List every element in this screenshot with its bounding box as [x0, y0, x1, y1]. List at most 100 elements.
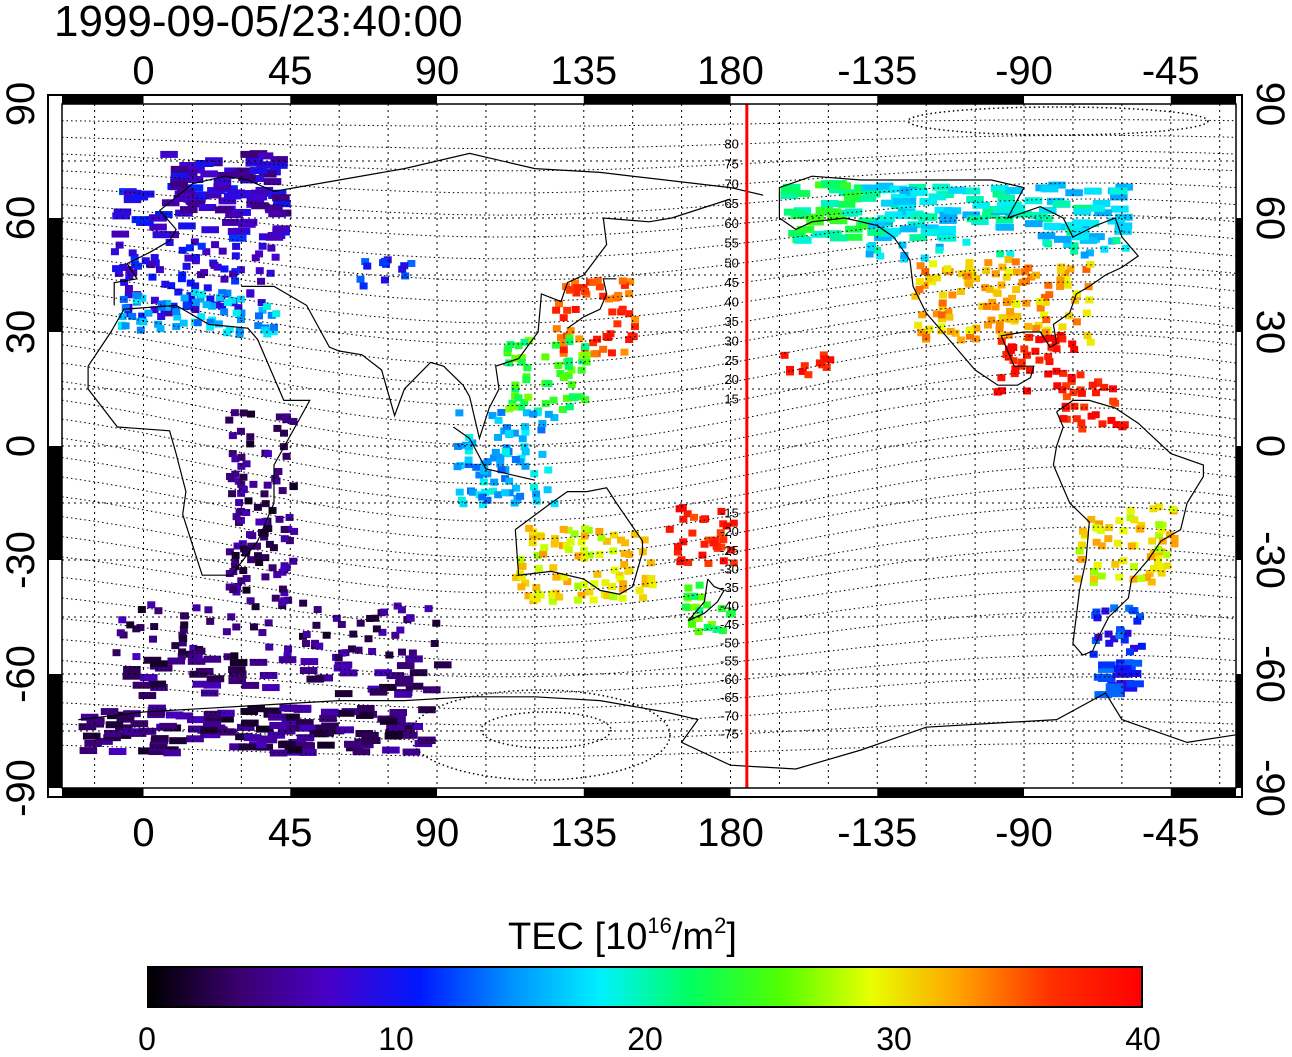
tec-cell: [635, 586, 644, 594]
tec-cell: [599, 345, 608, 353]
tec-cell: [147, 601, 156, 609]
tec-cell: [200, 170, 218, 178]
tec-cell: [1061, 269, 1070, 277]
tec-cell: [997, 194, 1016, 202]
tec-cell: [213, 263, 222, 271]
tec-cell: [1126, 507, 1135, 515]
tec-cell: [338, 649, 347, 657]
timestamp-title: 1999-09-05/23:40:00: [54, 0, 463, 46]
tec-cell: [214, 320, 223, 328]
tec-cell: [602, 537, 611, 545]
tec-cell: [455, 409, 464, 417]
tec-cell: [130, 253, 139, 261]
tec-cell: [938, 311, 947, 319]
tec-cell: [313, 606, 322, 614]
tec-cell: [131, 216, 150, 224]
tec-cell: [575, 335, 584, 343]
tec-cell: [337, 620, 346, 628]
tec-cell: [203, 655, 222, 663]
tec-cell: [609, 547, 618, 555]
tec-cell: [1166, 531, 1175, 539]
tec-cell: [457, 496, 466, 504]
tec-cell: [232, 242, 241, 250]
tec-cell: [178, 648, 187, 656]
tec-cell: [898, 241, 907, 249]
tec-cell: [217, 709, 235, 717]
tec-cell: [161, 199, 180, 207]
tec-cell: [683, 592, 692, 600]
tec-cell: [356, 619, 365, 627]
tec-cell: [856, 222, 874, 230]
tec-cell: [223, 299, 232, 307]
tec-cell: [1108, 237, 1117, 245]
tec-cell: [1155, 563, 1164, 571]
tec-cell: [347, 645, 356, 653]
tec-cell: [241, 719, 259, 727]
tec-cell: [550, 414, 559, 422]
tec-cell: [1044, 353, 1053, 361]
lat-tick-right: -30: [1248, 531, 1292, 589]
tec-cell: [228, 296, 237, 304]
coastline-segment: [452, 426, 536, 481]
tec-cell: [228, 432, 237, 440]
mlat-label: 15: [724, 392, 738, 407]
tec-cell: [188, 725, 206, 733]
tec-cell: [511, 354, 520, 362]
tec-cell: [259, 736, 278, 744]
tec-cell: [284, 645, 293, 653]
tec-cell: [306, 675, 325, 683]
tec-cell: [995, 320, 1004, 328]
tec-cell: [309, 730, 328, 738]
tec-cell: [150, 254, 159, 262]
tec-cell: [122, 672, 141, 680]
tec-cell: [282, 713, 300, 721]
tec-cell: [379, 717, 398, 725]
tec-cell: [1011, 365, 1020, 373]
tec-cell: [187, 657, 206, 665]
tec-cell: [1041, 298, 1050, 306]
tec-cell: [1126, 648, 1135, 656]
tec-cell: [198, 204, 217, 212]
tec-cell: [188, 652, 197, 660]
tec-cell: [520, 398, 529, 406]
mlat-label: -60: [720, 672, 739, 687]
tec-cell: [910, 188, 928, 196]
tec-cell: [178, 246, 187, 254]
tec-cell: [1137, 574, 1146, 582]
tec-cell: [402, 748, 421, 756]
tec-cell: [231, 558, 240, 566]
tec-cell: [246, 197, 265, 205]
mlat-contour: [61, 351, 1237, 427]
tec-cell: [943, 207, 962, 215]
tec-cell: [218, 289, 227, 297]
tec-cell: [405, 682, 424, 690]
tec-cell: [1088, 381, 1097, 389]
tec-cell: [511, 381, 520, 389]
tec-cell: [972, 201, 990, 209]
mlat-label: -50: [720, 635, 739, 650]
tec-cell: [167, 282, 176, 290]
tec-cell: [1044, 281, 1053, 289]
tec-cell: [269, 721, 287, 729]
tec-cell: [618, 277, 627, 285]
tec-cell: [576, 393, 585, 401]
tec-cell: [1110, 635, 1119, 643]
tec-cell: [230, 652, 239, 660]
tec-cell: [1044, 370, 1053, 378]
tec-cell: [514, 342, 523, 350]
tec-cell: [565, 338, 574, 346]
tec-cell: [525, 524, 534, 532]
tec-cell: [945, 313, 954, 321]
tec-cell: [280, 429, 289, 437]
tec-cell: [1023, 387, 1032, 395]
tec-cell: [1157, 569, 1166, 577]
frame-bar: [877, 788, 1025, 797]
tec-cell: [538, 450, 547, 458]
tec-cell: [361, 258, 370, 266]
tec-cell: [185, 184, 204, 192]
tec-cell: [112, 212, 130, 220]
tec-cell: [1085, 296, 1094, 304]
tec-cell: [228, 666, 246, 674]
mlat-contour: [61, 446, 1237, 522]
tec-cell: [1009, 357, 1018, 365]
